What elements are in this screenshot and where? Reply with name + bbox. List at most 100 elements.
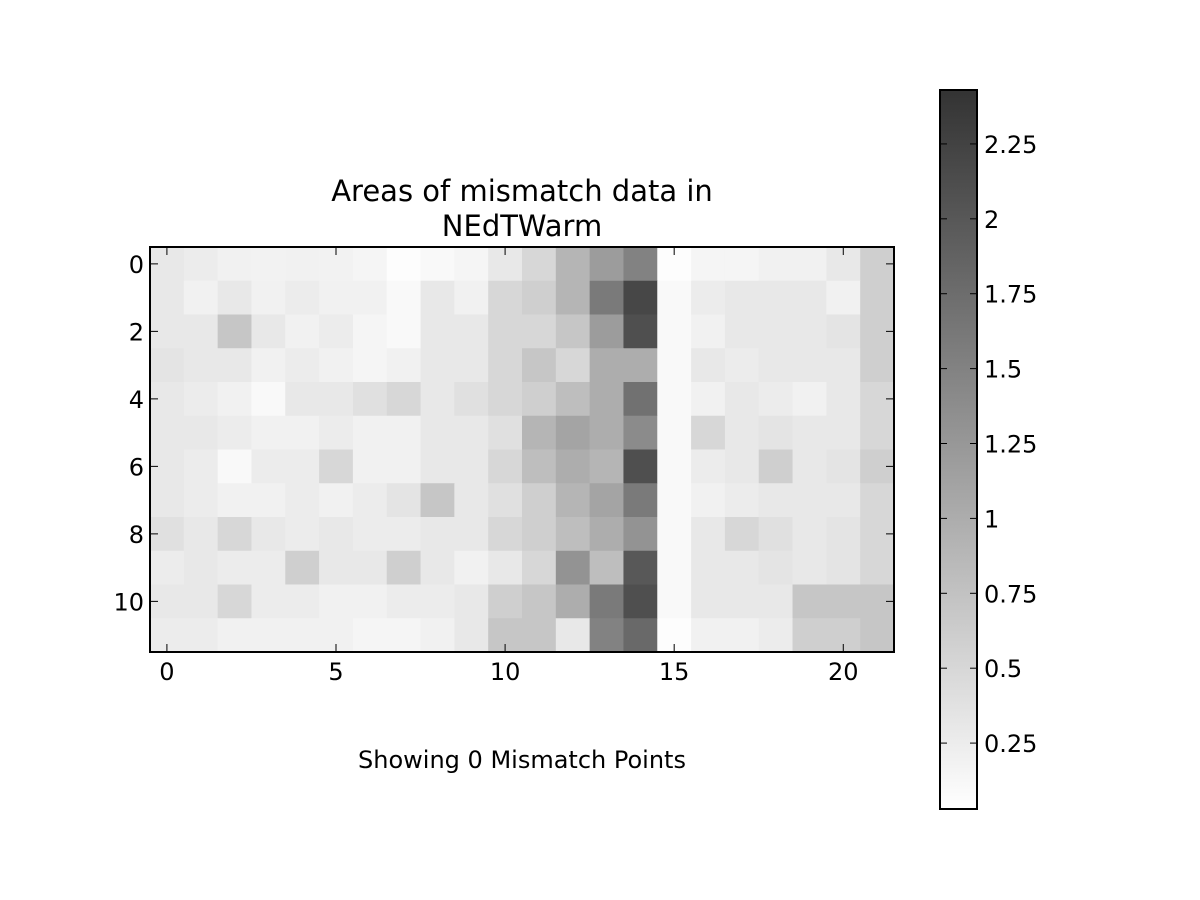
heatmap-cell: [454, 280, 489, 315]
heatmap-cell: [420, 247, 455, 282]
heatmap-cell: [860, 618, 895, 653]
heatmap-cell: [758, 382, 794, 417]
heatmap-cell: [792, 517, 827, 552]
x-tick-label: 5: [328, 658, 343, 686]
heatmap-cell: [623, 247, 658, 282]
heatmap-cell: [792, 280, 827, 315]
heatmap-cell: [792, 584, 827, 619]
heatmap-cell: [623, 348, 658, 383]
heatmap-cell: [217, 517, 252, 552]
heatmap-cell: [150, 550, 185, 585]
heatmap-cell: [386, 247, 422, 282]
heatmap-cell: [522, 415, 557, 450]
heatmap-cell: [724, 348, 760, 383]
heatmap-cell: [826, 280, 861, 315]
heatmap-cell: [352, 314, 388, 349]
heatmap-cell: [555, 618, 591, 653]
heatmap-cell: [691, 348, 726, 383]
heatmap-cell: [488, 348, 523, 383]
heatmap-cell: [183, 415, 219, 450]
heatmap-cell: [488, 415, 523, 450]
heatmap-cell: [217, 618, 252, 653]
heatmap-cell: [792, 348, 827, 383]
heatmap-cell: [454, 517, 489, 552]
heatmap-cell: [623, 382, 658, 417]
heatmap-cell: [758, 449, 794, 484]
heatmap-cell: [352, 348, 388, 383]
colorbar-tick-label: 1.75: [984, 281, 1037, 309]
heatmap-cell: [758, 348, 794, 383]
heatmap-cell: [555, 247, 591, 282]
heatmap-cell: [623, 550, 658, 585]
heatmap-cell: [623, 280, 658, 315]
heatmap-cell: [386, 584, 422, 619]
heatmap-cell: [555, 517, 591, 552]
heatmap-cell: [758, 280, 794, 315]
heatmap-cell: [589, 314, 624, 349]
x-tick-label: 15: [659, 658, 690, 686]
heatmap-cell: [352, 550, 388, 585]
heatmap-cell: [623, 584, 658, 619]
heatmap-cell: [826, 550, 861, 585]
heatmap-cell: [352, 517, 388, 552]
heatmap-cell: [352, 618, 388, 653]
heatmap-cell: [522, 382, 557, 417]
heatmap-cell: [285, 584, 320, 619]
heatmap-cell: [691, 449, 726, 484]
heatmap-cell: [285, 415, 320, 450]
heatmap-cell: [319, 382, 354, 417]
colorbar-tick-label: 1.5: [984, 356, 1022, 384]
heatmap-cell: [860, 348, 895, 383]
heatmap-cell: [826, 348, 861, 383]
heatmap-cell: [724, 449, 760, 484]
heatmap-cell: [691, 584, 726, 619]
heatmap-cell: [724, 280, 760, 315]
heatmap-cell: [183, 584, 219, 619]
heatmap-cell: [657, 449, 692, 484]
heatmap-cell: [623, 415, 658, 450]
heatmap-cell: [183, 618, 219, 653]
colorbar-tick-label: 1.25: [984, 431, 1037, 459]
heatmap-cell: [589, 449, 624, 484]
heatmap-cell: [589, 247, 624, 282]
heatmap-cell: [183, 314, 219, 349]
heatmap-cell: [217, 314, 252, 349]
heatmap-cell: [555, 415, 591, 450]
heatmap-cell: [589, 483, 624, 518]
colorbar-tick-label: 0.75: [984, 580, 1037, 608]
heatmap-cell: [251, 382, 286, 417]
heatmap-cell: [352, 247, 388, 282]
heatmap-cell: [792, 449, 827, 484]
heatmap-cell: [183, 517, 219, 552]
heatmap-cell: [420, 618, 455, 653]
heatmap-cell: [454, 314, 489, 349]
heatmap-cell: [623, 449, 658, 484]
heatmap-cell: [454, 348, 489, 383]
heatmap-cell: [251, 314, 286, 349]
x-tick-label: 0: [159, 658, 174, 686]
heatmap-cell: [623, 618, 658, 653]
heatmap-cell: [488, 483, 523, 518]
heatmap-cell: [251, 550, 286, 585]
heatmap-cell: [522, 314, 557, 349]
heatmap-cell: [826, 415, 861, 450]
y-tick-label: 4: [129, 386, 144, 414]
heatmap-cell: [183, 382, 219, 417]
heatmap-cell: [657, 348, 692, 383]
heatmap-cell: [488, 382, 523, 417]
plot-frame: [149, 246, 895, 653]
heatmap-cell: [758, 314, 794, 349]
heatmap-cell: [826, 517, 861, 552]
heatmap-cell: [589, 550, 624, 585]
heatmap-cell: [251, 483, 286, 518]
heatmap-cell: [251, 517, 286, 552]
heatmap-cell: [488, 314, 523, 349]
heatmap-cell: [352, 483, 388, 518]
heatmap-cell: [860, 415, 895, 450]
heatmap-cell: [657, 584, 692, 619]
heatmap-cell: [319, 348, 354, 383]
heatmap-cell: [217, 584, 252, 619]
heatmap-cell: [724, 247, 760, 282]
heatmap-cell: [691, 517, 726, 552]
